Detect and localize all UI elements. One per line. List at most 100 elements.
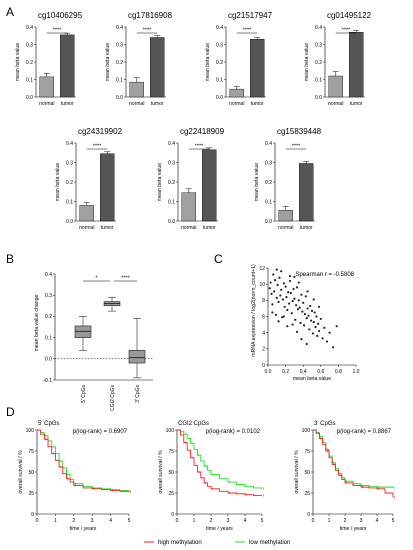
y-tick-label: 0.1 (265, 199, 272, 205)
y-tick-label: -0.1 (43, 378, 52, 384)
scatter-point (323, 326, 326, 329)
scatter-point (271, 311, 274, 314)
y-tick-label: 0.0 (26, 95, 33, 101)
chart-title: 3' CpGs (314, 421, 336, 427)
scatter-point (321, 337, 324, 340)
y-tick-label: 0.1 (66, 199, 73, 205)
y-tick-label: 50 (168, 470, 174, 476)
chart-title: cg10406295 (38, 11, 83, 20)
y-tick-label: 0.2 (26, 60, 33, 66)
scatter-point (280, 316, 284, 319)
scatter-point (287, 291, 290, 294)
x-tick-label: tumor (251, 101, 264, 107)
scatter-point (302, 301, 305, 304)
y-tick-label: 2 (262, 347, 265, 353)
scatter-point (273, 279, 277, 282)
scatter-point (293, 297, 296, 300)
scatter-point (317, 305, 321, 308)
y-tick-label: 0.3 (315, 42, 322, 48)
bar-tumor (349, 32, 364, 98)
scatter-point (319, 317, 322, 321)
y-tick-label: 0.4 (265, 141, 272, 147)
survival-line-high (313, 429, 394, 498)
y-tick-label: 0.3 (45, 293, 52, 299)
y-tick-label: 0.1 (45, 335, 52, 341)
x-tick-label: 1.0 (353, 369, 360, 375)
scatter-point (290, 312, 293, 315)
scatter-point (288, 274, 292, 278)
x-tick-label: tumor (61, 101, 74, 107)
scatter-point (269, 281, 272, 284)
box (128, 350, 146, 364)
scatter-point (273, 290, 276, 293)
survival-line-low (313, 429, 394, 488)
y-tick-label: 0.1 (216, 77, 223, 83)
y-tick-label: 25 (28, 491, 34, 497)
y-tick-label: 0.2 (216, 60, 223, 66)
y-tick-label: 0.4 (116, 25, 123, 31)
bar-chart-6: cg22418909 0.0 0.1 0.2 0.3 0.4 mean beta value… (157, 127, 225, 231)
y-tick-label: 0.3 (26, 42, 33, 48)
scatter-point (284, 285, 287, 288)
bar-normal (278, 210, 293, 222)
x-tick-label: 0.4 (300, 369, 307, 375)
scatter-point (317, 322, 320, 325)
bar-tumor (299, 163, 314, 222)
y-axis-label: mean beta value (55, 163, 61, 201)
scatter-point (312, 321, 315, 324)
scatter-point (301, 310, 304, 313)
legend-label: low methylation (249, 540, 290, 546)
x-tick-label: 0 (36, 518, 39, 524)
y-tick-label: 0 (171, 512, 174, 518)
significance-label: **** (243, 28, 252, 34)
y-tick-label: 0.2 (66, 180, 73, 186)
scatter-point (310, 319, 313, 322)
logrank-annotation: p(log-rank) = 0.8867 (337, 429, 392, 435)
scatter-point (314, 325, 317, 329)
significance-label: **** (53, 28, 62, 34)
x-tick-label: CGI2 CpGs (110, 385, 116, 411)
y-tick-label: 10 (259, 282, 265, 288)
y-tick-label: 0.0 (265, 219, 272, 225)
x-tick-label: normal (181, 225, 196, 231)
y-tick-label: 0.3 (265, 160, 272, 166)
x-tick-label: normal (229, 101, 244, 107)
y-axis-label: mean beta value (304, 43, 310, 81)
x-tick-label: 2 (344, 518, 347, 524)
scatter-point (317, 329, 321, 333)
y-tick-label: 0.2 (315, 60, 322, 66)
significance-label: **** (121, 276, 130, 282)
scatter-point (281, 298, 285, 301)
y-tick-label: 0.0 (66, 219, 73, 225)
bar-normal (129, 81, 145, 98)
y-tick-label: 0 (262, 363, 265, 369)
y-tick-label: 0 (31, 512, 34, 518)
x-tick-label: 0 (312, 518, 315, 524)
scatter-point (332, 346, 335, 349)
y-tick-label: 50 (28, 470, 34, 476)
bar-tumor (99, 153, 115, 222)
x-tick-label: 0.2 (282, 369, 289, 375)
x-tick-label: normal (39, 101, 54, 107)
y-axis-label: overall survival / % (18, 450, 24, 494)
legend-label: high methylation (158, 540, 202, 546)
x-tick-label: 5 (261, 518, 264, 524)
scatter-point (280, 270, 283, 273)
x-tick-label: 5' CpGs (81, 385, 87, 403)
scatter-point (307, 314, 310, 317)
scatter-point (316, 334, 319, 337)
y-tick-label: 0.3 (168, 160, 175, 166)
bar-normal (229, 88, 245, 98)
y-tick-label: 0.2 (265, 180, 272, 186)
scatter-point (272, 273, 275, 276)
bar-tumor (60, 34, 75, 98)
y-tick-label: 0.2 (168, 180, 175, 186)
y-tick-label: 75 (304, 449, 310, 455)
y-tick-label: 0.0 (116, 95, 123, 101)
scatter-plot: 0 2 4 6 8 10 12 0.0 0.2 0.4 0.6 0.8 1.0 mean beta val… (251, 264, 360, 382)
scatter-point (305, 317, 308, 320)
x-tick-label: 2 (210, 518, 213, 524)
y-tick-label: 100 (302, 428, 311, 434)
scatter-point (275, 296, 278, 300)
y-tick-label: 100 (166, 428, 175, 434)
